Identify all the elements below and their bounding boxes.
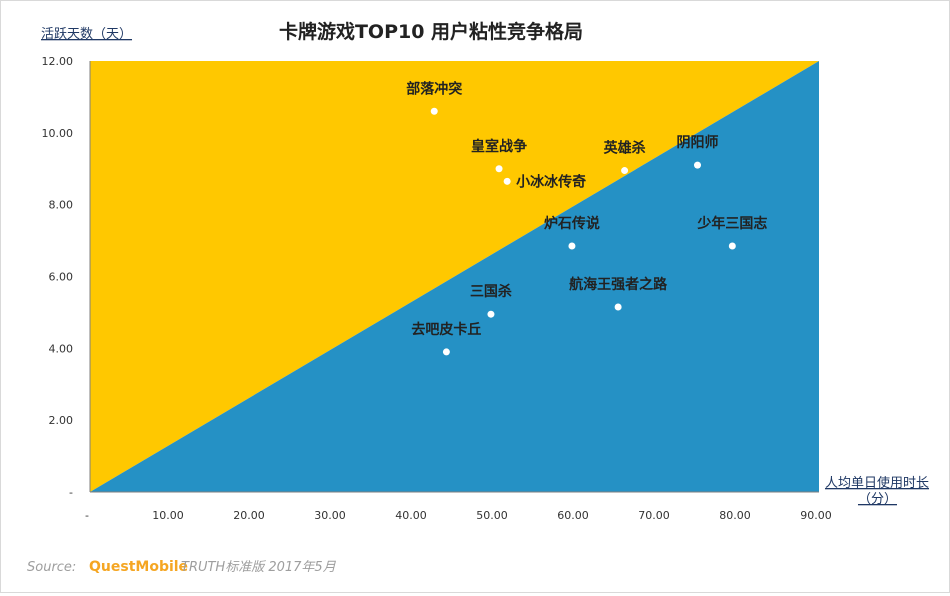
data-point-label: 三国杀	[470, 283, 512, 300]
x-tick-label: 20.00	[233, 509, 265, 522]
x-axis-title-line2: （分）	[858, 492, 897, 507]
data-point	[614, 303, 622, 311]
data-points	[430, 107, 736, 356]
y-tick-label: -	[69, 486, 73, 499]
y-tick-label: 10.00	[42, 127, 74, 140]
chart-title: 卡牌游戏TOP10 用户粘性竞争格局	[279, 20, 583, 43]
source-line: Source: QuestMobile TRUTH标准版 2017年5月	[27, 559, 337, 575]
data-point-label: 英雄杀	[603, 140, 646, 157]
x-tick-label: 70.00	[638, 509, 670, 522]
y-tick-labels: - 2.00 4.00 6.00 8.00 10.00 12.00	[42, 55, 74, 499]
data-point-label: 皇室战争	[471, 138, 527, 155]
x-tick-label: 40.00	[395, 509, 427, 522]
data-point-label: 炉石传说	[544, 215, 600, 232]
y-tick-label: 6.00	[49, 271, 74, 284]
y-axis-title: 活跃天数（天）	[41, 27, 132, 42]
x-tick-label: 30.00	[314, 509, 346, 522]
y-tick-label: 2.00	[49, 414, 74, 427]
data-point-label: 去吧皮卡丘	[411, 321, 481, 338]
y-tick-label: 8.00	[49, 199, 74, 212]
y-tick-label: 12.00	[42, 55, 74, 68]
data-point	[728, 242, 736, 250]
x-tick-label: 60.00	[557, 509, 589, 522]
x-tick-label: 10.00	[152, 509, 184, 522]
x-tick-label: 90.00	[800, 509, 832, 522]
source-brand: QuestMobile	[89, 559, 188, 575]
axes	[89, 61, 819, 493]
x-tick-label: 50.00	[476, 509, 508, 522]
data-point-label: 少年三国志	[696, 215, 767, 232]
x-tick-label: -	[85, 509, 89, 522]
source-prefix: Source:	[27, 560, 76, 575]
lower-region	[90, 61, 819, 492]
x-tick-labels: - 10.00 20.00 30.00 40.00 50.00 60.00 70.00 80.0…	[85, 509, 832, 522]
y-tick-label: 4.00	[49, 342, 74, 355]
data-point	[495, 165, 503, 173]
data-point-label: 航海王强者之路	[569, 276, 668, 293]
x-axis-title-line1: 人均单日使用时长	[825, 475, 929, 491]
data-point	[568, 242, 576, 250]
data-point	[694, 161, 701, 169]
data-point	[503, 177, 511, 185]
data-point-label: 阴阳师	[677, 134, 719, 151]
data-point	[442, 348, 450, 356]
data-point	[430, 107, 438, 115]
x-tick-label: 80.00	[719, 509, 751, 522]
plot-background	[90, 61, 819, 492]
data-point-label: 小冰冰传奇	[516, 173, 586, 190]
data-point-label: 部落冲突	[406, 80, 462, 97]
data-point	[621, 167, 629, 175]
data-point	[487, 310, 495, 318]
source-detail: TRUTH标准版 2017年5月	[181, 560, 337, 575]
